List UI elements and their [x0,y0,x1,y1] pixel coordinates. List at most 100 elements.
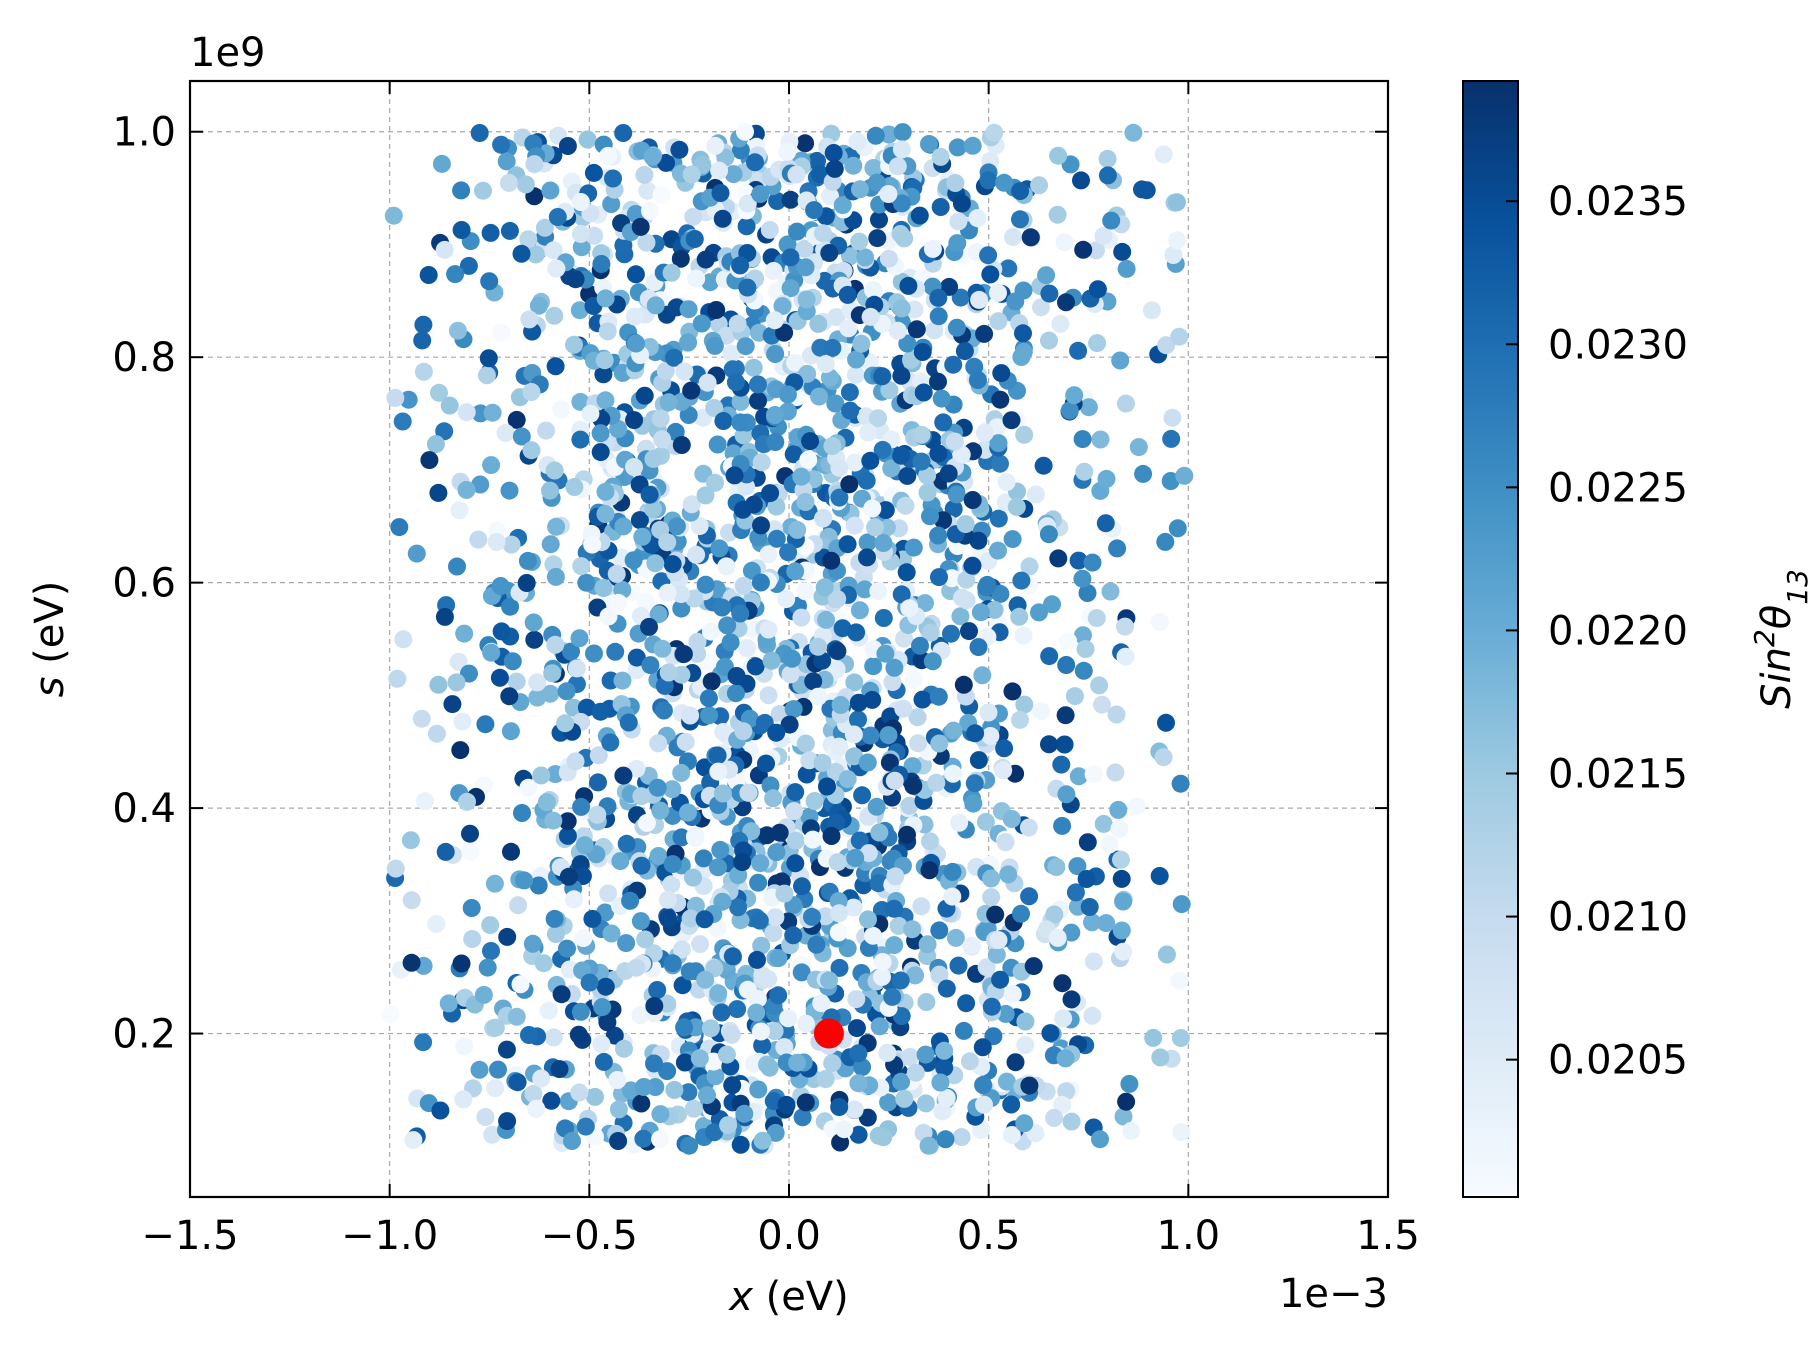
scatter-point [535,218,554,237]
scatter-point [708,919,727,937]
scatter-point [711,840,730,859]
scatter-point [746,153,764,172]
scatter-point [950,813,969,832]
scatter-point [753,1131,772,1150]
scatter-point [863,499,882,518]
scatter-point [904,670,923,689]
scatter-point [458,792,476,811]
scatter-point [1011,182,1030,201]
scatter-point [419,266,438,284]
scatter-point [1175,466,1194,485]
scatter-point [412,709,431,728]
scatter-point [869,1126,888,1145]
scatter-point [853,786,872,805]
scatter-point [987,945,1006,964]
x-axis-label: x (eV) [727,1274,849,1320]
scatter-point [809,637,828,656]
scatter-point [436,842,455,861]
scatter-point [1015,1114,1034,1133]
scatter-point [624,551,643,570]
scatter-point [895,629,913,648]
scatter-point [481,916,500,935]
scatter-point [982,997,1001,1016]
scatter-point [849,1125,868,1144]
scatter-point [830,458,849,477]
scatter-point [892,299,911,318]
scatter-point [399,390,418,409]
scatter-point [482,456,501,475]
scatter-point [1019,818,1038,837]
scatter-point [471,475,490,494]
scatter-point [723,1076,742,1095]
scatter-point [845,747,864,766]
scatter-point [1090,676,1109,695]
scatter-point [851,180,869,199]
scatter-point [546,567,565,586]
scatter-point [585,226,604,245]
scatter-point [658,583,677,602]
scatter-point [1091,1130,1109,1149]
scatter-point [457,480,476,499]
scatter-point [1016,1012,1035,1031]
scatter-point [599,884,618,903]
scatter-point [679,300,698,319]
scatter-point [381,1005,400,1024]
scatter-point [675,1018,694,1037]
scatter-point [853,1058,872,1077]
scatter-point [885,899,903,918]
scatter-point [712,1003,731,1022]
scatter-point [874,609,893,627]
scatter-point [1012,571,1031,590]
scatter-point [966,724,985,743]
scatter-point [818,777,836,796]
scatter-point [874,534,893,552]
scatter-point [681,909,700,928]
scatter-point [904,538,923,557]
scatter-point [1075,462,1094,481]
scatter-point [797,290,816,309]
scatter-point [684,1099,703,1118]
scatter-point [599,607,618,626]
scatter-point [900,599,919,618]
scatter-point [1040,647,1059,666]
scatter-point [617,934,636,953]
scatter-point [1073,430,1092,449]
x-tick-label: 1.5 [1356,1213,1420,1259]
scatter-point [749,391,767,410]
scatter-point [402,953,421,972]
scatter-point [866,126,885,145]
scatter-point [892,585,911,604]
scatter-point [868,229,887,248]
scatter-point [452,181,471,200]
scatter-point [799,450,818,469]
scatter-point [786,783,805,802]
scatter-point [1150,612,1169,631]
scatter-point [1151,1048,1170,1067]
scatter-point [1157,336,1176,355]
scatter-point [388,669,407,688]
scatter-point [454,1090,473,1109]
scatter-point [451,741,470,760]
scatter-point [1168,519,1187,538]
scatter-point [803,907,821,926]
scatter-point [1041,1024,1060,1043]
scatter-point [432,154,451,173]
scatter-point [919,1136,938,1155]
scatter-point [803,830,822,849]
scatter-point [651,1130,670,1149]
scatter-point [1078,833,1097,852]
x-tick-label: 0.5 [957,1213,1021,1259]
scatter-point [470,124,489,142]
scatter-point [903,920,922,939]
scatter-point [713,892,732,911]
scatter-point [1077,870,1096,888]
scatter-point [733,500,752,519]
scatter-point [944,764,963,783]
scatter-point [524,613,543,632]
scatter-point [1091,430,1110,449]
scatter-point [807,935,826,954]
scatter-point [1114,892,1133,911]
scatter-point [883,673,902,692]
scatter-point [449,652,468,671]
scatter-point [952,194,971,213]
